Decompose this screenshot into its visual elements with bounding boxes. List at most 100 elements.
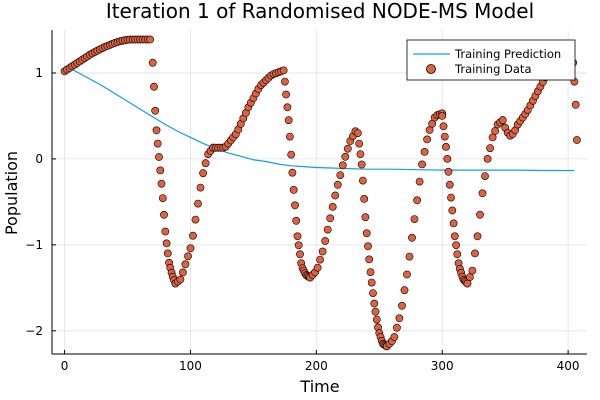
data-point [360, 194, 369, 203]
data-point [361, 213, 370, 222]
data-point [178, 268, 187, 277]
data-point [326, 214, 335, 223]
data-point [328, 202, 337, 211]
y-ticks: −2 −1 0 1 [25, 66, 56, 338]
data-point [358, 176, 367, 185]
data-point [465, 273, 474, 281]
axes: 0 100 200 300 400 −2 −1 0 1 [25, 30, 587, 373]
data-point [191, 215, 200, 224]
y-tick-label: 1 [35, 66, 43, 80]
data-point [163, 249, 172, 258]
data-point [355, 139, 364, 148]
y-tick-label: −2 [25, 324, 43, 338]
data-point [353, 129, 362, 137]
data-point [367, 278, 376, 287]
data-point [161, 227, 170, 236]
data-point [486, 144, 494, 153]
data-point [331, 191, 340, 200]
data-point [366, 268, 375, 276]
data-point [356, 150, 365, 158]
data-point [403, 270, 411, 279]
data-point [162, 239, 171, 248]
data-point [371, 307, 380, 316]
data-point [491, 127, 499, 135]
data-point [196, 183, 205, 192]
data-point [443, 154, 452, 163]
data-point [468, 266, 477, 275]
data-point [498, 116, 507, 125]
data-point [364, 242, 372, 251]
data-point [160, 210, 168, 219]
data-point [453, 250, 462, 259]
y-tick-label: 0 [35, 152, 43, 166]
data-point [189, 231, 197, 240]
data-point [420, 147, 429, 156]
x-tick-label: 100 [179, 359, 202, 373]
legend-data-swatch [426, 64, 436, 74]
data-point [481, 172, 489, 180]
data-point [413, 196, 421, 205]
data-point [418, 160, 426, 169]
data-point [184, 252, 192, 261]
data-point [289, 185, 298, 194]
x-tick-label: 400 [557, 359, 580, 373]
data-point [293, 232, 302, 241]
data-point [323, 225, 332, 234]
data-point [573, 136, 581, 144]
data-point [151, 106, 160, 115]
data-point [405, 252, 414, 261]
data-point [333, 180, 342, 189]
data-point [362, 229, 371, 238]
data-point [156, 166, 165, 175]
data-point [483, 154, 492, 163]
legend: Training Prediction Training Data [406, 39, 576, 81]
data-point [478, 189, 487, 198]
data-point [357, 160, 366, 169]
data-point [369, 289, 377, 297]
data-point [158, 194, 167, 202]
data-point [410, 215, 419, 223]
data-point [445, 180, 454, 189]
data-point [199, 169, 207, 178]
data-point [194, 199, 202, 208]
data-point [155, 153, 163, 161]
x-tick-label: 0 [61, 359, 69, 373]
data-point [415, 177, 424, 186]
data-point [201, 159, 210, 168]
data-point [186, 244, 195, 253]
data-point [284, 116, 293, 125]
data-point [313, 263, 322, 272]
data-point [473, 232, 482, 241]
data-point [181, 260, 190, 269]
data-point [439, 122, 448, 131]
data-point [449, 219, 458, 228]
data-point [316, 255, 324, 264]
x-ticks: 0 100 200 300 400 [61, 350, 580, 373]
data-point [476, 210, 484, 219]
data-point [153, 139, 162, 148]
data-point [341, 152, 350, 161]
data-point [291, 201, 299, 210]
training-prediction-line [64, 65, 575, 172]
data-point [287, 150, 296, 159]
data-point [294, 241, 303, 250]
data-point [392, 323, 401, 332]
training-data-points [60, 35, 581, 351]
data-point [176, 275, 185, 284]
data-point [338, 161, 347, 170]
data-point [296, 250, 304, 259]
data-point [398, 301, 406, 310]
data-point [146, 35, 155, 44]
data-point [372, 315, 381, 324]
chart-title: Iteration 1 of Randomised NODE-MS Model [106, 0, 534, 23]
data-point [471, 249, 479, 258]
x-tick-label: 200 [305, 359, 328, 373]
data-point [336, 171, 345, 179]
data-point [365, 255, 374, 264]
data-point [438, 112, 447, 120]
data-point [150, 82, 158, 91]
data-point [423, 135, 431, 144]
data-point [318, 247, 327, 256]
data-point [370, 299, 379, 308]
data-point [292, 216, 301, 225]
